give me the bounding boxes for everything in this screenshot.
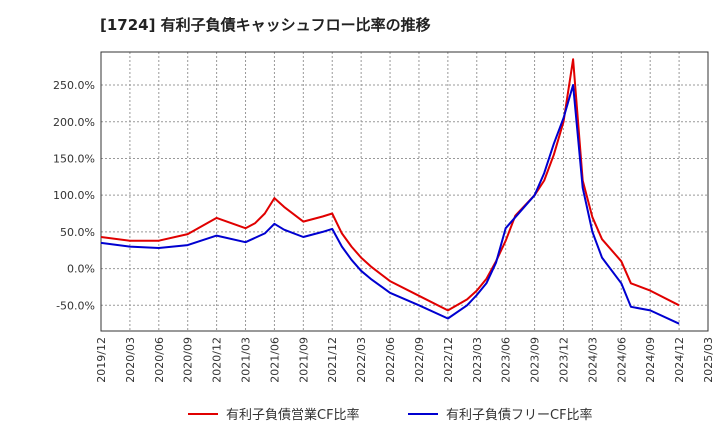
x-tick-label: 2023/06	[500, 337, 513, 383]
legend: 有利子負債営業CF比率 有利子負債フリーCF比率	[188, 407, 593, 423]
x-tick-label: 2024/03	[586, 337, 599, 383]
plot-frame	[100, 51, 709, 332]
x-tick-label: 2021/09	[297, 337, 310, 383]
x-tick-label: 2019/12	[95, 337, 108, 383]
y-tick-label: 100.0%	[53, 189, 95, 202]
x-tick-label: 2024/06	[615, 337, 628, 383]
x-tick-label: 2022/03	[355, 337, 368, 383]
y-axis: -50.0% 0.0% 50.0% 100.0% 150.0% 200.0% 250.0%	[53, 79, 95, 312]
series-layer	[100, 58, 680, 325]
x-tick-label: 2023/09	[529, 337, 542, 383]
y-tick-label: 200.0%	[53, 116, 95, 129]
y-tick-label: -50.0%	[56, 299, 95, 312]
x-tick-label: 2020/03	[124, 337, 137, 383]
x-tick-label: 2025/03	[702, 337, 715, 383]
y-tick-label: 0.0%	[67, 263, 95, 276]
x-tick-label: 2021/03	[240, 337, 253, 383]
x-tick-label: 2020/09	[182, 337, 195, 383]
x-tick-label: 2021/06	[268, 337, 281, 383]
x-tick-label: 2023/03	[471, 337, 484, 383]
x-tick-label: 2024/12	[673, 337, 686, 383]
chart-title: [1724] 有利子負債キャッシュフロー比率の推移	[100, 16, 431, 34]
grid-layer	[101, 52, 708, 331]
y-tick-label: 150.0%	[53, 152, 95, 165]
x-tick-label: 2022/09	[413, 337, 426, 383]
x-tick-label: 2020/06	[153, 337, 166, 383]
x-axis: 2019/12 2020/03 2020/06 2020/09 2020/12 2021/…	[95, 337, 715, 383]
y-tick-label: 250.0%	[53, 79, 95, 92]
legend-label-1: 有利子負債フリーCF比率	[446, 407, 593, 423]
x-tick-label: 2020/12	[211, 337, 224, 383]
legend-label-0: 有利子負債営業CF比率	[226, 407, 360, 423]
y-tick-label: 50.0%	[60, 226, 95, 239]
x-tick-label: 2024/09	[644, 337, 657, 383]
x-tick-label: 2022/06	[384, 337, 397, 383]
series-line-1	[100, 84, 680, 325]
x-tick-label: 2023/12	[557, 337, 570, 383]
x-tick-label: 2022/12	[442, 337, 455, 383]
x-tick-label: 2021/12	[326, 337, 339, 383]
